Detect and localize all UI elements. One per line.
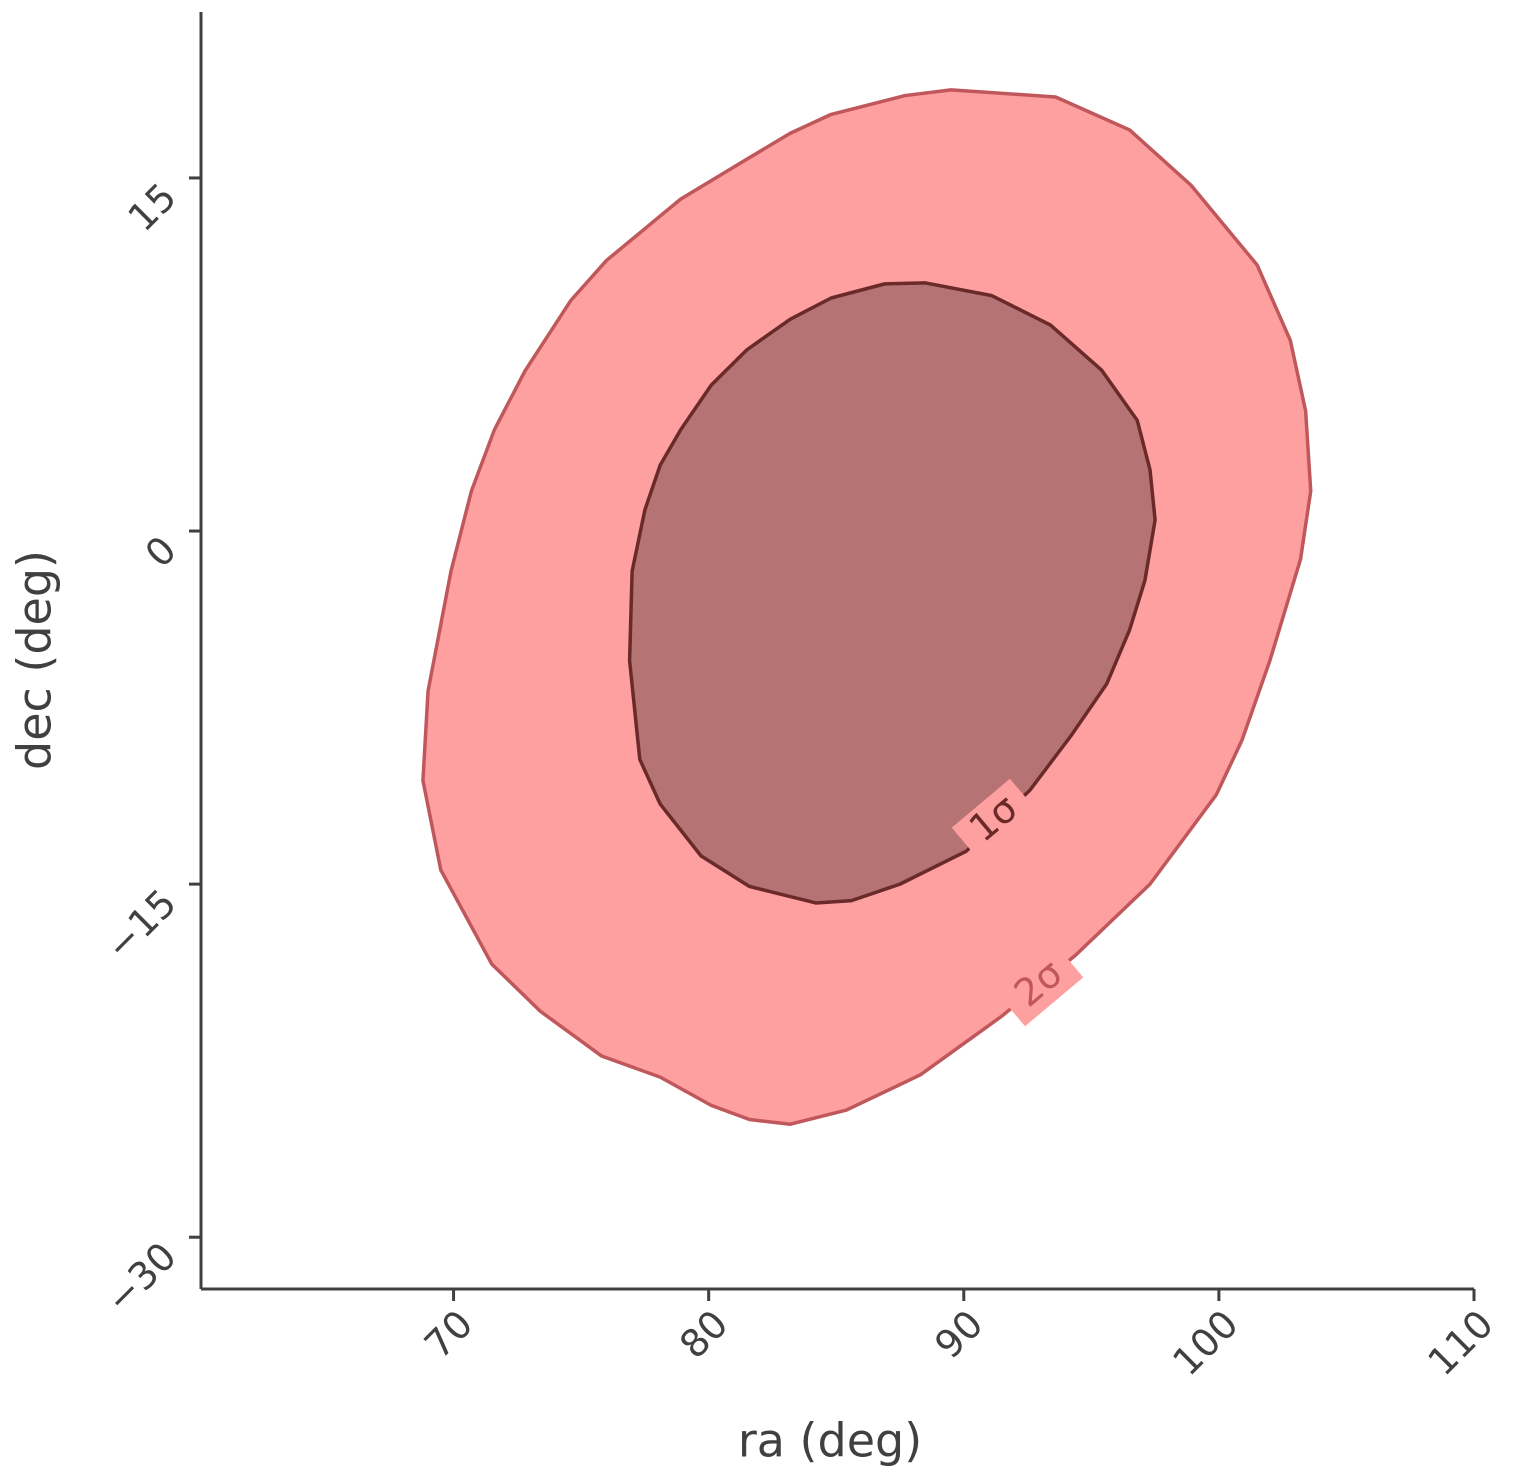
y-tick-label: 0: [137, 528, 185, 576]
contour-label-gap: [951, 778, 1039, 862]
y-tick-label: 15: [119, 175, 184, 240]
y-tick-label: −30: [97, 1234, 185, 1322]
x-tick-label: 110: [1419, 1302, 1501, 1384]
contour-region: [627, 281, 1157, 905]
contour-label-gap: [996, 943, 1084, 1027]
x-tick-label: 100: [1164, 1302, 1246, 1384]
x-tick-label: 90: [926, 1302, 991, 1367]
y-axis-label: dec (deg): [8, 550, 62, 770]
x-axis-label: ra (deg): [738, 1414, 922, 1468]
y-tick-label: −15: [97, 881, 185, 969]
x-tick-label: 80: [671, 1302, 736, 1367]
x-tick-label: 70: [416, 1302, 481, 1367]
